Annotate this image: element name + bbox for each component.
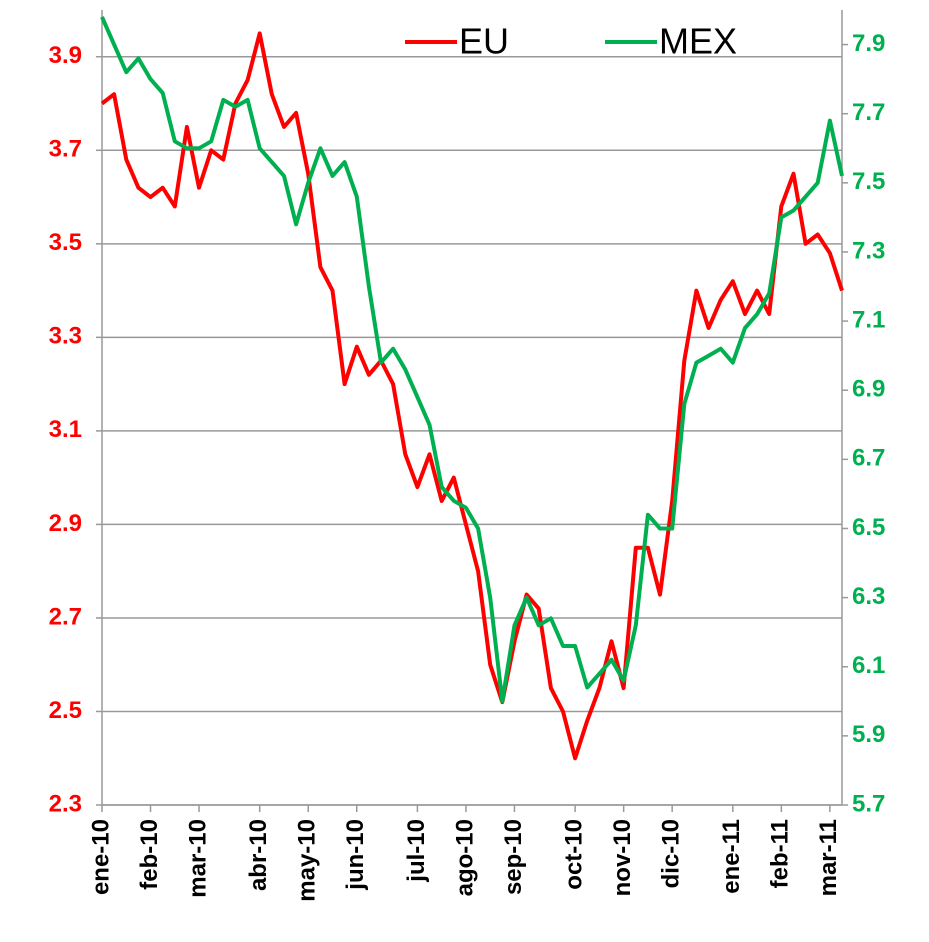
x-tick-label: jul-10 [403, 819, 430, 883]
x-tick-label: abr-10 [245, 819, 272, 891]
x-tick-label: nov-10 [609, 819, 636, 896]
x-tick-label: feb-11 [767, 819, 794, 888]
y2-tick-label: 7.7 [852, 99, 885, 126]
y-tick-label: 2.9 [49, 510, 82, 537]
x-tick-label: jun-10 [342, 819, 369, 891]
legend-label: MEX [659, 21, 737, 62]
y-tick-label: 3.5 [49, 229, 82, 256]
line-series [100, 31, 844, 761]
x-tick-label: ene-11 [718, 819, 745, 894]
x-tick-label: oct-10 [560, 819, 587, 890]
line-series [100, 16, 844, 704]
x-tick-label: ene-10 [87, 819, 114, 895]
x-tick-label: ago-10 [451, 819, 478, 896]
y2-tick-label: 6.1 [852, 652, 885, 679]
y-tick-label: 3.1 [49, 416, 82, 443]
y2-tick-label: 7.1 [852, 306, 885, 333]
y-tick-label: 2.3 [49, 790, 82, 817]
legend-label: EU [459, 21, 509, 62]
x-tick-label: may-10 [294, 819, 321, 902]
y2-tick-label: 6.7 [852, 445, 885, 472]
x-tick-label: feb-10 [136, 819, 163, 890]
y2-tick-label: 7.9 [852, 30, 885, 57]
y2-tick-label: 7.5 [852, 168, 885, 195]
x-tick-label: sep-10 [500, 819, 527, 895]
y-tick-label: 3.3 [49, 323, 82, 350]
y2-tick-label: 6.5 [852, 514, 885, 541]
y2-tick-label: 6.3 [852, 583, 885, 610]
y-tick-label: 2.5 [49, 697, 82, 724]
y-tick-label: 3.7 [49, 136, 82, 163]
y2-tick-label: 5.9 [852, 721, 885, 748]
y2-tick-label: 6.9 [852, 376, 885, 403]
x-tick-label: mar-11 [815, 819, 842, 896]
y2-tick-label: 7.3 [852, 237, 885, 264]
y-tick-label: 2.7 [49, 603, 82, 630]
y-tick-label: 3.9 [49, 42, 82, 69]
y2-tick-label: 5.7 [852, 790, 885, 817]
x-tick-label: dic-10 [658, 819, 685, 888]
x-tick-label: mar-10 [184, 819, 211, 898]
